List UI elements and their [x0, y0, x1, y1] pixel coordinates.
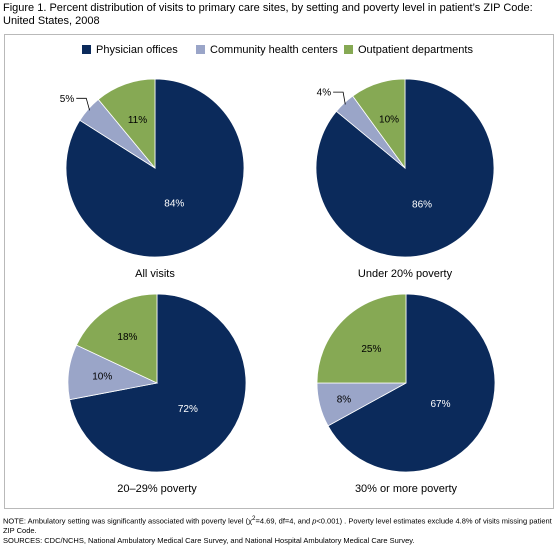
legend-item-outpatient-departments: Outpatient departments: [344, 44, 473, 56]
legend-label: Physician offices: [96, 44, 178, 56]
data-label: 25%: [361, 344, 381, 355]
pie-chart: 72% 10% 18% 20–29% poverty: [67, 293, 247, 495]
chart-frame: [4, 34, 554, 509]
pie-slice: [316, 293, 407, 384]
pie-caption: All visits: [135, 268, 175, 280]
pie-caption: Under 20% poverty: [358, 268, 453, 280]
legend-label: Community health centers: [210, 44, 338, 56]
data-label: 11%: [128, 115, 147, 126]
pie-slice: [97, 78, 156, 170]
legend-swatch-community-health-centers: [196, 45, 205, 54]
pie-chart: 84% 5% 11% All visits: [60, 78, 245, 280]
pie-slice: [75, 293, 158, 384]
pie-chart: 86% 4% 10% Under 20% poverty: [315, 78, 495, 280]
leader-line: [333, 91, 346, 105]
title-line-1: Figure 1. Percent distribution of visits…: [3, 2, 533, 14]
pie-caption: 30% or more poverty: [355, 483, 458, 495]
legend-item-community-health-centers: Community health centers: [196, 44, 338, 56]
pie-slice: [327, 293, 496, 473]
legend-item-physician-offices: Physician offices: [82, 44, 178, 56]
data-label: 10%: [92, 372, 112, 383]
legend-label: Outpatient departments: [358, 44, 473, 56]
pie-chart: 67% 8% 25% 30% or more poverty: [316, 293, 496, 495]
data-label: 10%: [379, 114, 399, 125]
legend-swatch-physician-offices: [82, 45, 91, 54]
note-text: NOTE: Ambulatory setting was significant…: [3, 515, 552, 535]
data-label: 4%: [317, 88, 332, 99]
footnote: NOTE: Ambulatory setting was significant…: [3, 514, 555, 545]
sources-text: SOURCES: CDC/NCHS, National Ambulatory M…: [3, 535, 415, 545]
figure-title: Figure 1. Percent distribution of visits…: [3, 2, 557, 28]
data-label: 5%: [60, 94, 75, 105]
data-label: 72%: [178, 404, 198, 415]
pie-slice: [352, 78, 406, 170]
pie-caption: 20–29% poverty: [117, 483, 197, 495]
data-label: 84%: [164, 199, 184, 210]
legend: Physician offices Community health cente…: [0, 44, 560, 60]
legend-swatch-outpatient-departments: [344, 45, 353, 54]
leader-line: [76, 97, 90, 111]
title-line-2: United States, 2008: [3, 15, 100, 27]
data-label: 18%: [117, 332, 137, 343]
data-label: 67%: [430, 399, 450, 410]
data-label: 8%: [337, 394, 352, 405]
data-label: 86%: [412, 200, 432, 211]
